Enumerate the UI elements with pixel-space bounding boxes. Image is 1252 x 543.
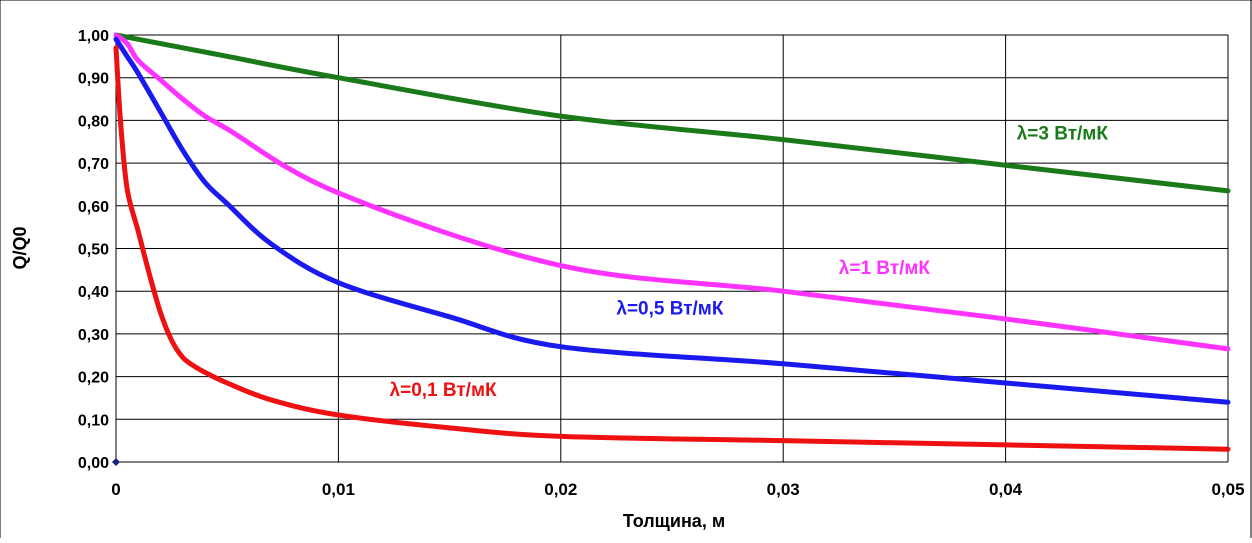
series-line-1 [113, 32, 1231, 352]
series-label: λ=1 Вт/мК [839, 258, 931, 279]
x-axis-title: Толщина, м [623, 511, 725, 531]
x-tick-label: 0,04 [989, 480, 1023, 499]
y-tick-label: 0,90 [78, 71, 109, 88]
series-line-0 [113, 32, 1231, 194]
y-tick-label: 0,70 [78, 156, 109, 173]
y-tick-label: 0,60 [78, 199, 109, 216]
y-tick-label: 0,20 [78, 370, 109, 387]
grid [115, 34, 1229, 463]
x-tick-label: 0,01 [322, 480, 355, 499]
y-tick-labels: 0,00 0,10 0,20 0,30 0,40 0,50 0,60 0,70 0,80 0,90… [78, 28, 109, 472]
y-tick-label: 0,00 [78, 455, 109, 472]
x-tick-label: 0,02 [544, 480, 577, 499]
y-axis-title: Q/Q0 [10, 226, 30, 269]
x-tick-label: 0,03 [767, 480, 800, 499]
series-label: λ=0,1 Вт/мК [390, 380, 497, 401]
y-tick-label: 0,40 [78, 284, 109, 301]
origin-marker [112, 458, 120, 466]
series-line-3 [113, 45, 1231, 452]
y-tick-label: 1,00 [78, 28, 109, 45]
data-point-marker [112, 458, 120, 466]
series-annotations: λ=3 Вт/мК λ=1 Вт/мК λ=0,5 Вт/мК λ=0,1 Вт/мК [390, 124, 1109, 401]
y-tick-label: 0,80 [78, 113, 109, 130]
series-line-2 [113, 36, 1231, 405]
series-lines [113, 32, 1231, 452]
x-tick-labels: 0 0,01 0,02 0,03 0,04 0,05 [111, 480, 1244, 499]
y-tick-label: 0,50 [78, 242, 109, 259]
y-tick-label: 0,10 [78, 412, 109, 429]
series-label: λ=3 Вт/мК [1017, 124, 1109, 145]
x-tick-label: 0,05 [1211, 480, 1244, 499]
y-tick-label: 0,30 [78, 327, 109, 344]
x-tick-label: 0 [111, 480, 120, 499]
series-label: λ=0,5 Вт/мК [616, 299, 723, 320]
